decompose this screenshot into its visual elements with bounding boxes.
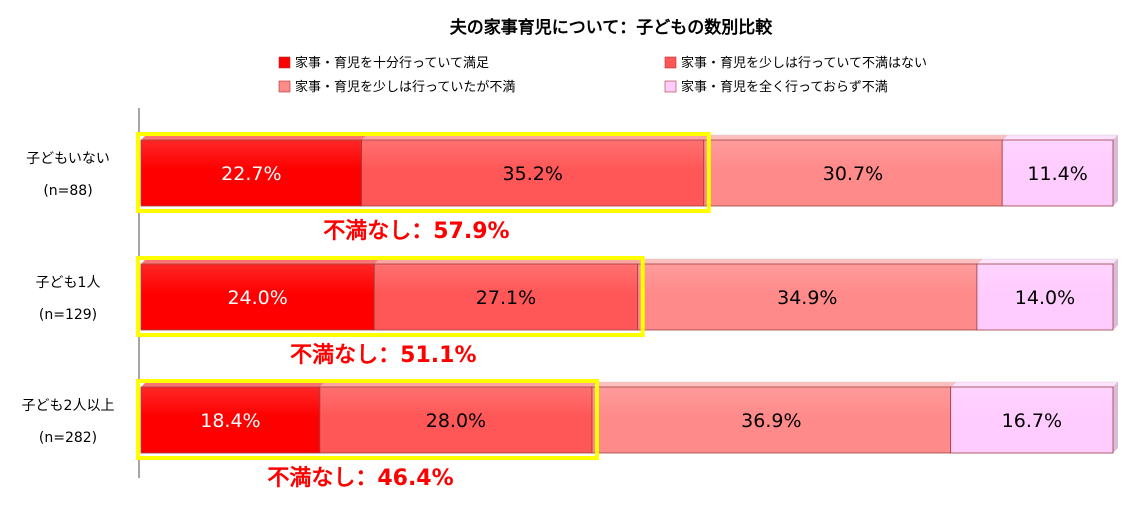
annotation-label: 不満なし：57.9% xyxy=(323,218,509,244)
highlight-box xyxy=(136,256,645,337)
data-label: 30.7% xyxy=(823,163,883,185)
data-label: 24.0% xyxy=(227,287,287,309)
category-label: 子ども2人以上 xyxy=(22,398,115,414)
bar-top-face xyxy=(1001,134,1119,141)
data-label: 35.2% xyxy=(503,163,563,185)
legend-label: 家事・育児を少しは行っていたが不満 xyxy=(295,79,515,95)
data-label: 28.0% xyxy=(426,410,486,432)
legend-label: 家事・育児を少しは行っていて不満はない xyxy=(681,55,927,71)
legend-swatch xyxy=(278,56,291,69)
bars: 22.7% 35.2% 30.7% 11.4% 24.0% 27.1% 34.9% 14.0%… xyxy=(140,134,1119,454)
annotation-label: 不満なし：46.4% xyxy=(267,465,453,491)
bar-segment xyxy=(140,386,321,454)
bar-top-face xyxy=(950,381,1119,388)
bar-top-face xyxy=(703,134,1008,141)
highlight-box xyxy=(136,132,711,213)
bar-segment xyxy=(976,263,1114,331)
category-label: 子どもいない xyxy=(26,151,110,167)
legend-label: 家事・育児を全く行っておらず不満 xyxy=(681,79,888,95)
data-label: 16.7% xyxy=(1002,410,1062,432)
bar-top-face xyxy=(637,258,983,265)
bar-segment xyxy=(319,386,593,454)
annotation-label: 不満なし：51.1% xyxy=(290,342,476,368)
bar-segment xyxy=(950,386,1114,454)
highlight-boxes xyxy=(136,132,711,460)
category-labels: 子どもいない (n=88) 子ども1人 (n=129) 子ども2人以上 (n=282) xyxy=(22,151,115,446)
bar-top-face xyxy=(976,258,1119,265)
legend: 家事・育児を十分行っていて満足 家事・育児を少しは行っていて不満はない家事・育児を… xyxy=(278,55,927,95)
data-label: 22.7% xyxy=(221,163,281,185)
chart-title: 夫の家事育児について：子どもの数別比較 xyxy=(450,17,773,38)
data-label: 18.4% xyxy=(200,410,260,432)
legend-label: 家事・育児を十分行っていて満足 xyxy=(295,55,489,71)
data-label: 11.4% xyxy=(1027,163,1087,185)
data-label: 34.9% xyxy=(777,287,837,309)
bar-segment xyxy=(703,139,1003,207)
bar-side-face xyxy=(1113,259,1118,330)
bar-segment xyxy=(373,263,639,331)
category-n-label: (n=88) xyxy=(43,183,92,199)
annotations: 不満なし：57.9% 不満なし：51.1% 不満なし：46.4% xyxy=(267,218,509,491)
bar-segment xyxy=(140,263,375,331)
data-label: 14.0% xyxy=(1015,287,1075,309)
category-label: 子ども1人 xyxy=(36,275,101,291)
bar-segment xyxy=(140,139,363,207)
highlight-box xyxy=(136,379,600,460)
category-n-label: (n=129) xyxy=(39,307,97,323)
category-n-label: (n=282) xyxy=(39,430,97,446)
bar-segment xyxy=(637,263,978,331)
bar-segment xyxy=(591,386,952,454)
bar-segment xyxy=(361,139,705,207)
bar-top-face xyxy=(591,381,957,388)
legend-swatch xyxy=(664,80,677,93)
data-label: 36.9% xyxy=(741,410,801,432)
data-label: 27.1% xyxy=(476,287,536,309)
bar-side-face xyxy=(1113,135,1118,206)
bar-side-face xyxy=(1113,382,1118,453)
bar-segment xyxy=(1001,139,1114,207)
legend-swatch xyxy=(278,80,291,93)
legend-swatch xyxy=(664,56,677,69)
